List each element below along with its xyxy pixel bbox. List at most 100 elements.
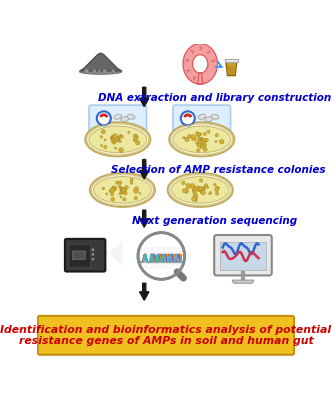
Circle shape [201,138,204,141]
Circle shape [196,141,199,144]
Circle shape [139,192,141,194]
Circle shape [182,181,185,185]
Ellipse shape [127,114,135,119]
Circle shape [183,136,185,139]
Polygon shape [232,280,254,283]
Polygon shape [139,87,149,107]
Circle shape [121,190,125,194]
Ellipse shape [198,114,206,119]
Circle shape [203,147,207,151]
Circle shape [116,181,119,184]
Circle shape [215,192,219,195]
Ellipse shape [89,126,146,152]
Circle shape [215,188,219,192]
Circle shape [111,197,115,201]
Circle shape [100,136,103,138]
Polygon shape [183,44,217,84]
Circle shape [197,143,201,147]
Circle shape [133,137,137,141]
Circle shape [204,139,207,142]
Circle shape [138,233,185,279]
Text: Identification and bioinformatics analysis of potential
resistance genes of AMPs: Identification and bioinformatics analys… [0,324,332,346]
Circle shape [117,138,120,140]
Ellipse shape [168,173,233,207]
Circle shape [119,148,123,152]
Polygon shape [139,210,149,227]
Circle shape [196,132,199,134]
Circle shape [205,138,208,142]
FancyBboxPatch shape [72,251,86,260]
Circle shape [113,190,115,192]
Circle shape [119,140,121,143]
FancyBboxPatch shape [173,105,230,132]
Circle shape [199,187,202,190]
Circle shape [203,138,206,142]
Ellipse shape [173,126,230,152]
Circle shape [114,136,119,140]
Circle shape [188,134,191,138]
Circle shape [191,134,196,139]
Circle shape [103,69,106,73]
Ellipse shape [79,69,122,74]
Circle shape [128,131,130,133]
Ellipse shape [171,177,229,203]
Circle shape [186,184,191,188]
Circle shape [112,138,117,142]
Circle shape [120,186,122,188]
Circle shape [199,179,203,182]
FancyBboxPatch shape [140,247,182,269]
Ellipse shape [90,173,155,207]
Circle shape [197,149,200,152]
Ellipse shape [211,114,219,119]
Circle shape [114,139,116,142]
Circle shape [85,69,89,73]
Circle shape [208,192,211,195]
Circle shape [201,190,206,195]
Circle shape [123,191,127,195]
Text: Selection of AMP resistance colonies: Selection of AMP resistance colonies [111,166,325,176]
Circle shape [204,184,208,187]
Circle shape [109,189,112,192]
FancyBboxPatch shape [89,105,146,132]
Circle shape [190,184,195,188]
Circle shape [198,135,200,138]
Circle shape [110,188,115,192]
Circle shape [197,138,200,141]
Circle shape [200,145,204,149]
Circle shape [192,196,196,201]
Circle shape [124,188,126,191]
Circle shape [92,248,94,251]
Circle shape [195,198,197,200]
Circle shape [192,136,196,141]
Circle shape [112,141,114,143]
Circle shape [92,253,94,256]
Circle shape [92,258,94,260]
Circle shape [120,196,122,198]
Circle shape [198,187,202,192]
Circle shape [134,196,137,200]
Circle shape [111,135,116,140]
Circle shape [203,132,206,136]
Circle shape [102,187,105,190]
Circle shape [135,141,140,145]
Circle shape [110,136,114,140]
Circle shape [113,134,117,138]
Circle shape [184,189,189,193]
Ellipse shape [94,177,151,203]
Ellipse shape [121,117,128,122]
Circle shape [112,186,117,191]
Circle shape [118,185,121,188]
FancyBboxPatch shape [38,316,294,355]
Polygon shape [227,66,236,75]
Circle shape [198,187,203,192]
Polygon shape [104,240,123,266]
Circle shape [139,234,186,280]
Polygon shape [225,59,237,62]
Circle shape [121,189,123,191]
Circle shape [204,188,206,190]
Circle shape [111,192,114,196]
Circle shape [207,130,210,133]
Polygon shape [226,62,237,76]
Circle shape [193,193,198,197]
Circle shape [192,189,197,193]
